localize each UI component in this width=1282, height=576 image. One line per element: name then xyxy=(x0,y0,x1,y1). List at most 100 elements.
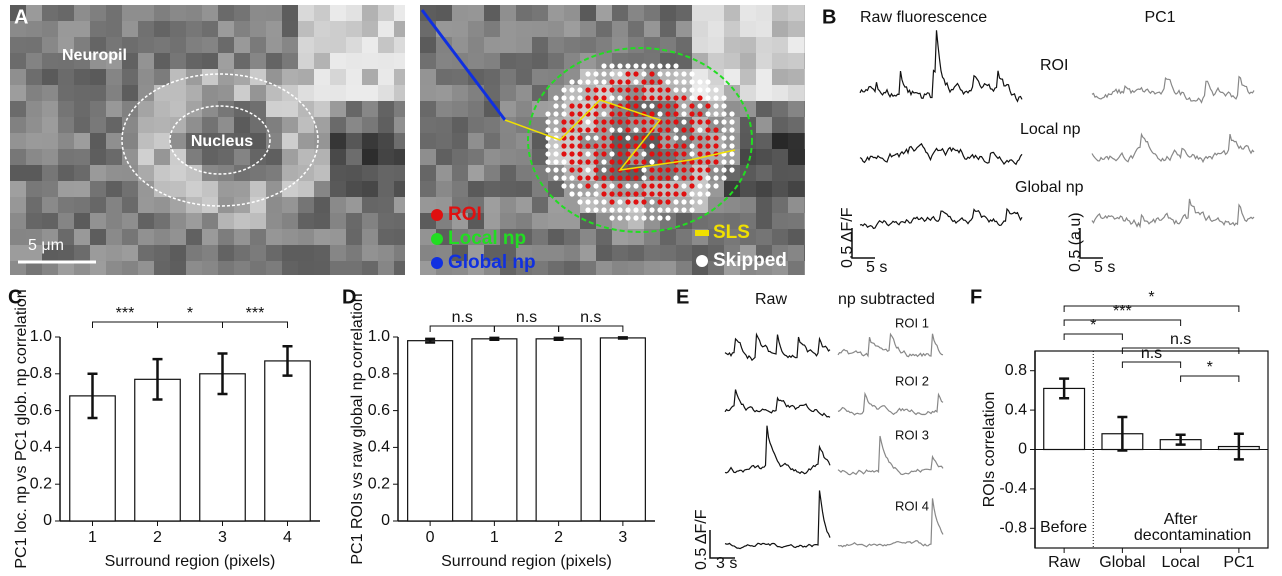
pixel xyxy=(218,117,234,133)
pixel-dot xyxy=(681,119,687,125)
pixel xyxy=(644,101,660,117)
pixel xyxy=(58,21,74,37)
pixel xyxy=(756,5,772,21)
pixel xyxy=(282,197,298,213)
pixel xyxy=(580,165,596,181)
significance-label: * xyxy=(1090,317,1096,334)
pixel-dot xyxy=(585,143,591,149)
pixel xyxy=(330,69,346,85)
pixel-dot xyxy=(617,119,623,125)
pixel xyxy=(106,85,122,101)
pixel xyxy=(740,37,756,53)
pixel xyxy=(564,149,580,165)
pixel xyxy=(436,37,452,53)
significance-label: *** xyxy=(246,305,265,322)
pixel xyxy=(362,213,378,229)
pixel xyxy=(532,85,548,101)
scale-label: 3 s xyxy=(716,555,737,572)
pixel-dot xyxy=(601,103,607,109)
pixel xyxy=(74,245,90,261)
significance-label: n.s xyxy=(516,309,537,326)
pixel xyxy=(74,53,90,69)
pixel-dot xyxy=(689,183,695,189)
pixel xyxy=(154,261,170,275)
pixel xyxy=(186,245,202,261)
pixel-dot xyxy=(633,71,639,77)
pixel xyxy=(436,101,452,117)
pixel xyxy=(548,245,564,261)
pixel-dot xyxy=(601,87,607,93)
pixel-dot xyxy=(593,175,599,181)
pixel xyxy=(628,37,644,53)
pixel xyxy=(218,101,234,117)
pixel xyxy=(708,181,724,197)
pixel-dot xyxy=(673,135,679,141)
pixel-dot xyxy=(609,79,615,85)
legend-swatch xyxy=(431,233,443,245)
pixel xyxy=(788,133,804,149)
pixel xyxy=(788,5,804,21)
pixel xyxy=(676,245,692,261)
pixel-dot xyxy=(689,111,695,117)
pixel-dot xyxy=(545,151,551,157)
pixel xyxy=(202,5,218,21)
pixel xyxy=(516,149,532,165)
pixel xyxy=(330,117,346,133)
pixel xyxy=(708,245,724,261)
pixel xyxy=(804,149,805,165)
pixel-dot xyxy=(609,71,615,77)
pixel xyxy=(436,149,452,165)
pixel xyxy=(596,165,612,181)
pixel xyxy=(660,101,676,117)
pixel xyxy=(298,133,314,149)
pixel-dot xyxy=(593,199,599,205)
pixel xyxy=(484,69,500,85)
pixel xyxy=(612,181,628,197)
pixel-dot xyxy=(601,167,607,173)
pixel-dot xyxy=(689,103,695,109)
pixel xyxy=(644,53,660,69)
scale-bar xyxy=(1079,228,1103,259)
pixel xyxy=(122,69,138,85)
pixel xyxy=(170,181,186,197)
pixel xyxy=(186,229,202,245)
pixel-dot xyxy=(673,95,679,101)
pixel-dot xyxy=(633,63,639,69)
pixel xyxy=(612,133,628,149)
pixel xyxy=(58,165,74,181)
pixel-dot xyxy=(665,151,671,157)
pixel-dot xyxy=(705,111,711,117)
pixel-dot xyxy=(561,143,567,149)
pixel-dot xyxy=(673,143,679,149)
pixel xyxy=(10,229,26,245)
significance-label: *** xyxy=(116,305,135,322)
pixel xyxy=(644,5,660,21)
pixel xyxy=(612,245,628,261)
pixel xyxy=(708,21,724,37)
pixel-dot xyxy=(713,111,719,117)
pixel xyxy=(122,37,138,53)
scale-label: 0.5 (a.u) xyxy=(1067,212,1084,272)
pixel xyxy=(362,165,378,181)
pixel xyxy=(788,229,804,245)
pixel xyxy=(532,69,548,85)
pixel-dot xyxy=(649,135,655,141)
pixel-dot xyxy=(585,87,591,93)
pixel xyxy=(282,69,298,85)
pixel xyxy=(420,181,436,197)
pixel xyxy=(452,5,468,21)
pixel xyxy=(346,245,362,261)
pixel xyxy=(10,21,26,37)
pixel-dot xyxy=(705,183,711,189)
pixel-dot xyxy=(673,127,679,133)
pixel xyxy=(756,117,772,133)
pixel-dot xyxy=(681,79,687,85)
pixel xyxy=(234,213,250,229)
pixel-dot xyxy=(593,143,599,149)
pixel xyxy=(42,21,58,37)
pixel-dot xyxy=(657,95,663,101)
pixel xyxy=(202,69,218,85)
pixel-dot xyxy=(713,183,719,189)
y-tick-label: 1.0 xyxy=(368,328,390,345)
pixel xyxy=(74,5,90,21)
